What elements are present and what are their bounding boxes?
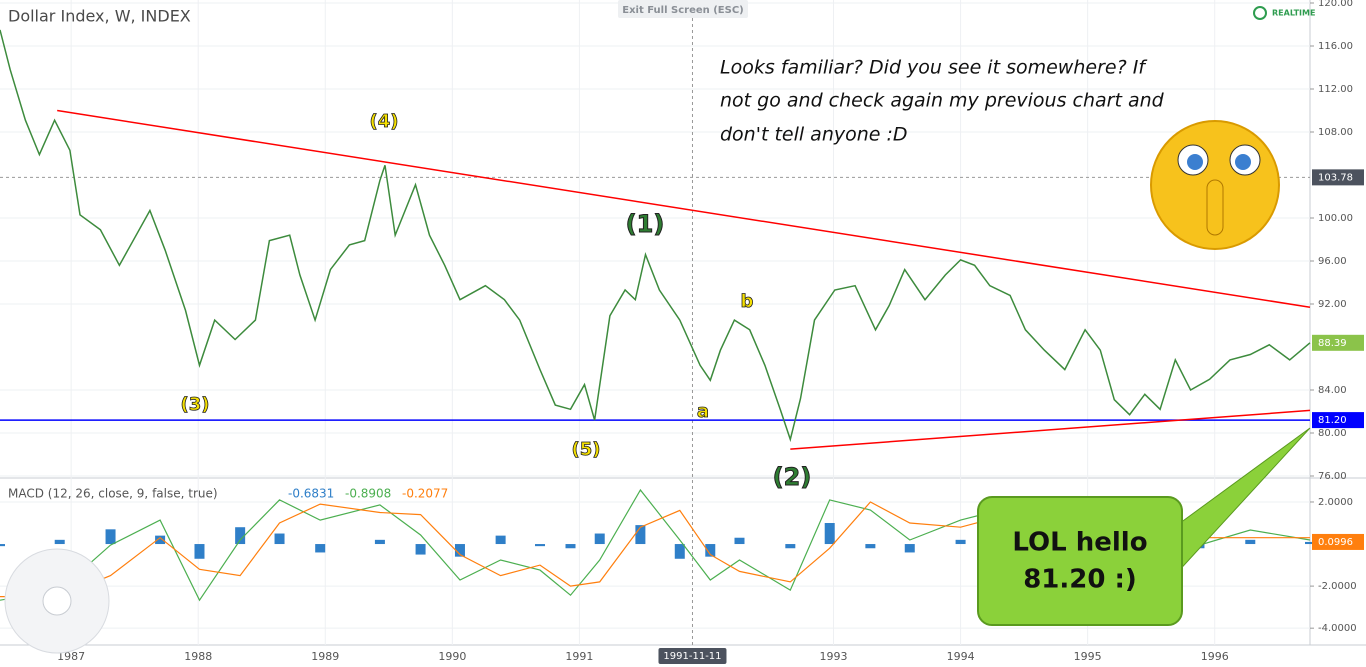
macd-legend-value: -0.8908 [345,487,391,501]
x-tick-label: 1993 [820,650,848,663]
x-tick-label: 1991 [565,650,593,663]
x-tick-label: 1990 [438,650,466,663]
wave-label: (4) [370,111,399,132]
realtime-icon [1253,6,1267,20]
histogram-bar [824,523,835,545]
note-line: don't tell anyone :D [720,124,908,146]
histogram-bar [734,537,745,545]
histogram-bar [705,544,716,557]
histogram-bar [1245,539,1256,545]
y-tick-label: 112.00 [1318,84,1353,95]
emoji-pupil [1235,154,1251,170]
exit-button[interactable] [618,0,748,18]
histogram-bar [674,544,685,559]
wave-label: a [697,401,709,422]
trend-line [790,409,1311,450]
histogram-bar [535,544,546,547]
wave-label: (2) [773,463,812,491]
y-tick-label: -2.0000 [1318,581,1357,592]
crosshair-y-box [1312,169,1364,186]
x-tick-label: 1994 [947,650,975,663]
histogram-bar [865,544,876,549]
wave-label: b [741,291,754,312]
emoji-finger [1206,179,1224,236]
wave-label: (3) [181,394,210,415]
realtime-label: REALTIME [1272,9,1315,18]
trend-line [57,109,1311,308]
macd-legend-value: -0.6831 [288,487,334,501]
macd-legend-value: -0.2077 [402,487,448,501]
histogram-bar [274,533,285,545]
x-tick-label: 1988 [184,650,212,663]
histogram-bar [594,533,605,545]
crosshair-x-label: 1991-11-11 [663,651,721,662]
note: Looks familiar? Did you see it somewhere… [720,57,1165,146]
price-label: 81.20 [1318,415,1347,426]
histogram-bar [374,539,385,545]
histogram-bar [315,544,326,553]
histogram-bar [495,535,506,545]
histogram-bar [955,539,966,545]
x-tick-label: 1987 [57,650,85,663]
crosshair-x-box [658,648,727,664]
nav-widget[interactable] [4,548,110,654]
y-tick-label: 108.00 [1318,127,1353,138]
histogram-bar [565,544,576,549]
symbol-title: Dollar Index, W, INDEX [8,7,191,26]
histogram-bar [0,544,5,547]
price-label-box [1312,412,1364,429]
bubble-line: 81.20 :) [1023,565,1137,595]
price-line [0,29,1311,443]
macd-title: MACD (12, 26, close, 9, false, true) [8,487,218,501]
last-value-label: 0.0996 [1318,537,1353,548]
histogram-bar [635,525,646,545]
bubble-line: LOL hello [1012,528,1147,558]
y-tick-label: 76.00 [1318,471,1347,482]
crosshair-y-label: 103.78 [1318,172,1353,183]
note-line: not go and check again my previous chart… [720,90,1165,112]
y-tick-label: 96.00 [1318,256,1347,267]
x-tick-label: 1996 [1201,650,1229,663]
histogram-bar [415,544,426,555]
histogram-bar [194,544,205,559]
last-value-box [1312,533,1364,550]
emoji [1150,120,1280,250]
y-tick-label: 120.00 [1318,0,1353,9]
wave-label: (1) [626,210,665,238]
x-tick-label: 1989 [311,650,339,663]
price-label-box [1312,334,1364,351]
y-tick-label: 116.00 [1318,41,1353,52]
histogram-bar [54,539,65,545]
y-tick-label: 100.00 [1318,213,1353,224]
y-tick-label: 80.00 [1318,428,1347,439]
x-tick-label: 1995 [1074,650,1102,663]
histogram-bar [235,527,246,545]
histogram-bar [454,544,465,557]
histogram-bar [904,544,915,553]
note-line: Looks familiar? Did you see it somewhere… [720,57,1148,79]
exit-label[interactable]: Exit Full Screen (ESC) [622,5,744,16]
nav-center[interactable] [42,586,72,616]
bubble [977,496,1183,626]
wave-label: (5) [572,439,601,460]
y-tick-label: 92.00 [1318,299,1347,310]
histogram-bar [155,535,166,545]
y-tick-label: 84.00 [1318,385,1347,396]
y-tick-label: 2.0000 [1318,497,1353,508]
histogram-bar [1305,541,1315,545]
price-label: 88.39 [1318,338,1347,349]
histogram-bar [105,529,116,545]
y-tick-label: -4.0000 [1318,623,1357,634]
emoji-pupil [1187,154,1203,170]
histogram-bar [785,544,796,549]
